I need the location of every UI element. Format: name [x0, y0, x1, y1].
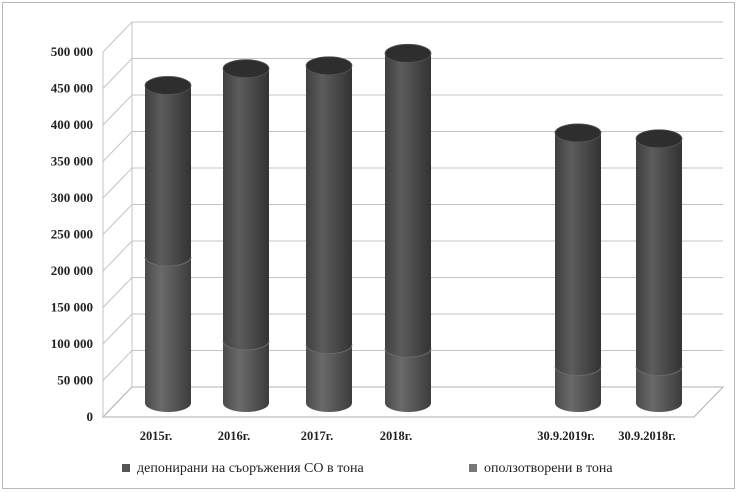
gridline-side	[102, 94, 133, 126]
y-tick-label: 500 000	[51, 44, 93, 59]
bar-segment-divider	[554, 366, 602, 376]
bar-stack	[222, 59, 270, 412]
gridline-side	[102, 21, 133, 53]
y-tick-label: 150 000	[51, 300, 93, 315]
bar-segment-recovered	[223, 68, 269, 350]
y-tick-label: 50 000	[57, 373, 93, 388]
bar-segment-recovered	[636, 138, 682, 376]
x-tick-label: 2015г.	[140, 429, 172, 443]
x-tick-label: 2016г.	[218, 429, 250, 443]
bar-segment-divider	[384, 348, 432, 358]
bar-stack	[305, 56, 353, 412]
bar-segment-deposited	[306, 344, 352, 412]
bar-segment-recovered	[145, 85, 191, 266]
legend: депонирани на съоръжения СО в тона оползо…	[122, 461, 613, 476]
bar-stack	[554, 123, 602, 412]
bar-top-cap	[384, 43, 432, 63]
y-axis-ticks: 0 50 000 100 000 150 000 200 000 250 000 300 0…	[51, 44, 93, 424]
bar-segment-divider	[144, 256, 192, 267]
gridline-side	[102, 240, 133, 272]
bar-segment-divider	[305, 344, 353, 355]
bar-stack	[635, 129, 683, 412]
bar-top-cap	[144, 76, 192, 95]
y-tick-label: 450 000	[51, 81, 93, 96]
bar-segment-recovered	[385, 53, 431, 358]
y-tick-label: 200 000	[51, 263, 93, 278]
legend-swatch	[122, 464, 130, 472]
bar-segment-divider	[635, 366, 683, 376]
gridline-side	[102, 167, 133, 199]
bar-top-cap	[305, 56, 353, 76]
bar-segment-deposited	[555, 366, 601, 412]
legend-swatch	[469, 464, 477, 472]
bar-segment-deposited	[145, 257, 191, 412]
gridline-side	[102, 58, 133, 89]
legend-label: оползотворени в тона	[484, 461, 613, 476]
x-axis-ticks: 2015г. 2016г. 2017г. 2018г. 30.9.2019г. 30.9.…	[140, 429, 676, 443]
bar-stack	[144, 76, 192, 412]
y-tick-label: 250 000	[51, 227, 93, 242]
gridline-side	[102, 131, 133, 162]
x-tick-label: 2018г.	[380, 429, 412, 443]
gridline-side	[102, 313, 133, 345]
y-tick-label: 350 000	[51, 154, 93, 169]
x-tick-label: 30.9.2019г.	[537, 429, 594, 443]
x-tick-label: 30.9.2018г.	[618, 429, 675, 443]
y-tick-label: 100 000	[51, 336, 93, 351]
bars	[144, 43, 683, 412]
bar-segment-deposited	[385, 348, 431, 412]
gridline-side	[102, 350, 133, 381]
y-tick-label: 400 000	[51, 117, 93, 132]
bar-segment-deposited	[223, 340, 269, 412]
gridline-side	[102, 204, 133, 235]
bar-stack	[384, 43, 432, 412]
x-tick-label: 2017г.	[301, 429, 333, 443]
bar-segment-recovered	[306, 65, 352, 354]
y-tick-label: 300 000	[51, 190, 93, 205]
bar-segment-divider	[222, 340, 270, 351]
y-tick-label: 0	[87, 409, 94, 424]
bar-segment-recovered	[555, 132, 601, 376]
bar-segment-deposited	[636, 366, 682, 412]
bar-top-cap	[222, 59, 270, 79]
gridline-side	[102, 277, 133, 308]
bar-top-cap	[554, 123, 602, 143]
legend-label: депонирани на съоръжения СО в тона	[137, 461, 365, 476]
bar-top-cap	[635, 129, 683, 149]
